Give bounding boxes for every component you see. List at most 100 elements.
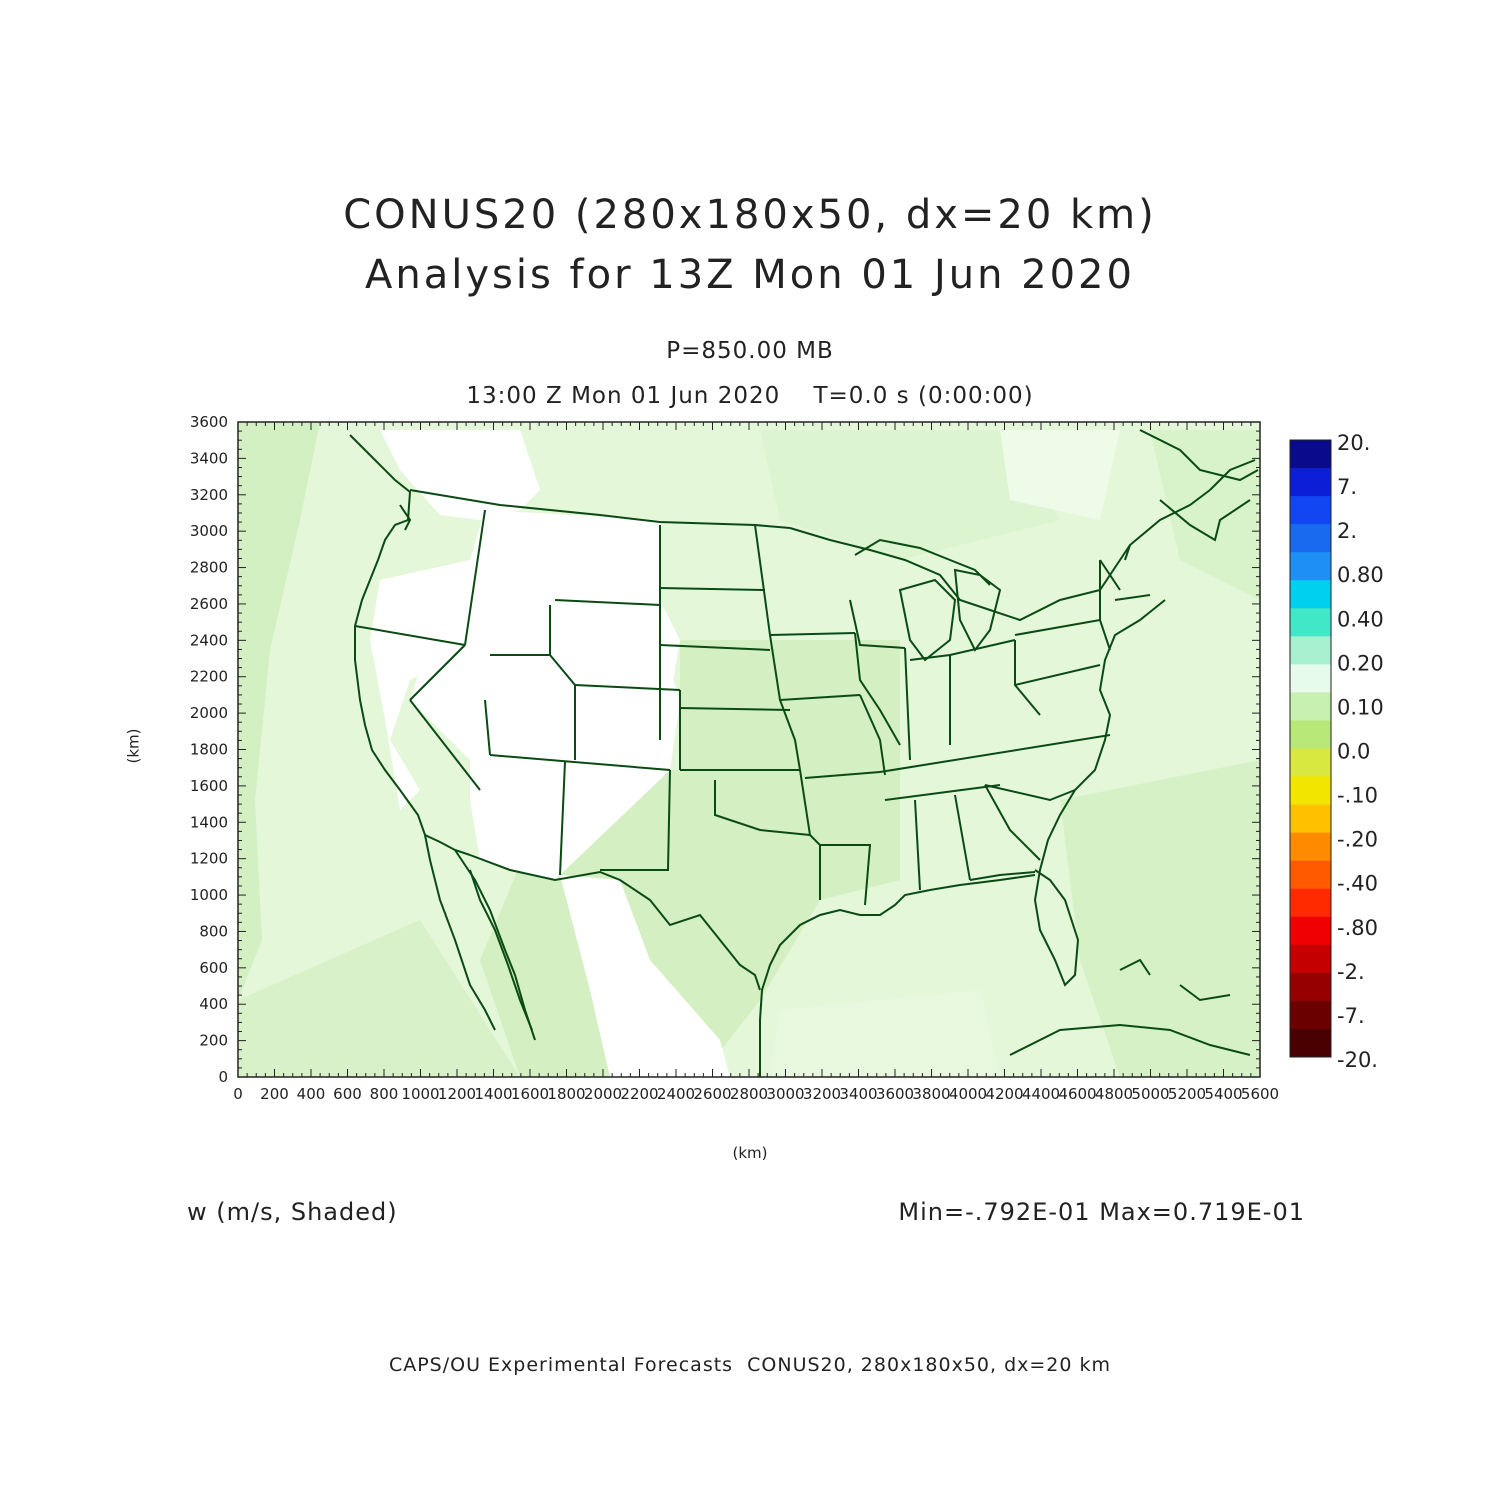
y-tick-label: 3600 <box>190 413 228 431</box>
colorbar-label: -.80 <box>1337 916 1378 940</box>
colorbar-label: 0.20 <box>1337 651 1384 675</box>
title-line-1: CONUS20 (280x180x50, dx=20 km) <box>343 192 1157 238</box>
colorbar-swatch <box>1290 944 1331 974</box>
x-tick-label: 5000 <box>1131 1085 1169 1103</box>
colorbar-label: 0.0 <box>1337 740 1370 764</box>
colorbar-swatch <box>1290 664 1331 693</box>
title-line-2: Analysis for 13Z Mon 01 Jun 2020 <box>365 252 1135 298</box>
colorbar-swatch <box>1290 888 1331 918</box>
valid-time-label: 13:00 Z Mon 01 Jun 2020 T=0.0 s (0:00:00… <box>466 383 1034 409</box>
variable-label: w (m/s, Shaded) <box>187 1198 398 1226</box>
x-tick-label: 2000 <box>584 1085 622 1103</box>
x-tick-label: 2200 <box>620 1085 658 1103</box>
x-tick-label: 200 <box>260 1085 289 1103</box>
x-tick-label: 1200 <box>438 1085 476 1103</box>
x-tick-label: 1400 <box>474 1085 512 1103</box>
colorbar-label: 20. <box>1337 431 1370 455</box>
x-tick-label: 0 <box>233 1085 243 1103</box>
colorbar-swatch <box>1290 468 1331 497</box>
y-tick-label: 1400 <box>190 813 228 831</box>
x-tick-label: 4000 <box>949 1085 987 1103</box>
y-tick-label: 3000 <box>190 522 228 540</box>
x-tick-label: 4200 <box>985 1085 1023 1103</box>
colorbar-label: -.20 <box>1337 828 1378 852</box>
x-tick-label: 1800 <box>547 1085 585 1103</box>
colorbar-swatch <box>1290 552 1331 581</box>
x-tick-label: 2400 <box>657 1085 695 1103</box>
colorbar-swatch <box>1290 1000 1331 1030</box>
colorbar-swatch <box>1290 860 1331 890</box>
min-max-label: Min=-.792E-01 Max=0.719E-01 <box>898 1198 1305 1226</box>
y-tick-label: 3400 <box>190 449 228 467</box>
colorbar-swatch <box>1290 440 1331 469</box>
colorbar-swatch <box>1290 972 1331 1002</box>
colorbar-swatch <box>1290 832 1331 862</box>
y-tick-label: 200 <box>199 1032 228 1050</box>
x-tick-label: 3000 <box>766 1085 804 1103</box>
x-tick-label: 5400 <box>1204 1085 1242 1103</box>
x-tick-label: 4600 <box>1058 1085 1096 1103</box>
colorbar-label: -20. <box>1337 1048 1378 1072</box>
y-tick-label: 2600 <box>190 595 228 613</box>
y-tick-label: 1800 <box>190 741 228 759</box>
colorbar-swatch <box>1290 1028 1331 1058</box>
colorbar: 20. 7. 2. 0.80 0.40 0.20 0.10 0.0 -.10 -.20 -.40 -.… <box>1289 431 1384 1072</box>
x-tick-label: 4400 <box>1022 1085 1060 1103</box>
colorbar-swatch <box>1290 580 1331 609</box>
pressure-level-label: P=850.00 MB <box>666 338 834 364</box>
colorbar-swatch <box>1290 748 1331 778</box>
colorbar-swatch <box>1290 916 1331 946</box>
colorbar-swatch <box>1290 524 1331 553</box>
x-tick-label: 2600 <box>693 1085 731 1103</box>
colorbar-frame <box>1289 439 1332 1058</box>
y-tick-label: 2400 <box>190 631 228 649</box>
y-tick-label: 600 <box>199 959 228 977</box>
colorbar-swatch <box>1290 692 1331 721</box>
colorbar-label: 0.10 <box>1337 695 1384 719</box>
colorbar-label: -.10 <box>1337 784 1378 808</box>
colorbar-swatch <box>1290 608 1331 637</box>
colorbar-label: -7. <box>1337 1004 1365 1028</box>
colorbar-label: 7. <box>1337 475 1357 499</box>
x-axis-ticks: 0 200 400 600 800 100012001400160018002000220… <box>233 422 1279 1103</box>
y-tick-label: 1600 <box>190 777 228 795</box>
colorbar-swatch <box>1290 776 1331 806</box>
x-tick-label: 1000 <box>401 1085 439 1103</box>
colorbar-swatch <box>1290 804 1331 834</box>
y-tick-label: 400 <box>199 995 228 1013</box>
y-tick-label: 1000 <box>190 886 228 904</box>
y-axis-unit: (km) <box>124 728 143 764</box>
y-tick-label: 3200 <box>190 486 228 504</box>
x-tick-label: 4800 <box>1095 1085 1133 1103</box>
colorbar-swatch <box>1290 720 1331 749</box>
y-tick-label: 2800 <box>190 559 228 577</box>
y-tick-label: 1200 <box>190 850 228 868</box>
y-tick-label: 800 <box>199 922 228 940</box>
x-tick-label: 3800 <box>912 1085 950 1103</box>
geographic-boundaries <box>349 429 1259 1077</box>
colorbar-label: -2. <box>1337 960 1365 984</box>
x-tick-label: 3400 <box>839 1085 877 1103</box>
x-tick-label: 400 <box>297 1085 326 1103</box>
credit-line: CAPS/OU Experimental Forecasts CONUS20, … <box>388 1354 1112 1376</box>
y-axis-ticks: 0 200 400 600 800 1000 1200 1400 1600 1800 2000 220… <box>190 413 1260 1086</box>
colorbar-label: 0.80 <box>1337 563 1384 587</box>
x-tick-label: 600 <box>333 1085 362 1103</box>
x-tick-label: 1600 <box>511 1085 549 1103</box>
x-tick-label: 5200 <box>1168 1085 1206 1103</box>
colorbar-label: 2. <box>1337 519 1357 543</box>
y-tick-label: 2200 <box>190 668 228 686</box>
x-tick-label: 800 <box>370 1085 399 1103</box>
x-tick-label: 2800 <box>730 1085 768 1103</box>
x-tick-label: 3600 <box>876 1085 914 1103</box>
colorbar-swatch <box>1290 496 1331 525</box>
colorbar-label: -.40 <box>1337 872 1378 896</box>
colorbar-swatch <box>1290 636 1331 665</box>
colorbar-label: 0.40 <box>1337 607 1384 631</box>
y-tick-label: 0 <box>218 1068 228 1086</box>
x-tick-label: 5600 <box>1241 1085 1279 1103</box>
x-tick-label: 3200 <box>803 1085 841 1103</box>
y-tick-label: 2000 <box>190 704 228 722</box>
x-axis-unit: (km) <box>732 1144 768 1162</box>
